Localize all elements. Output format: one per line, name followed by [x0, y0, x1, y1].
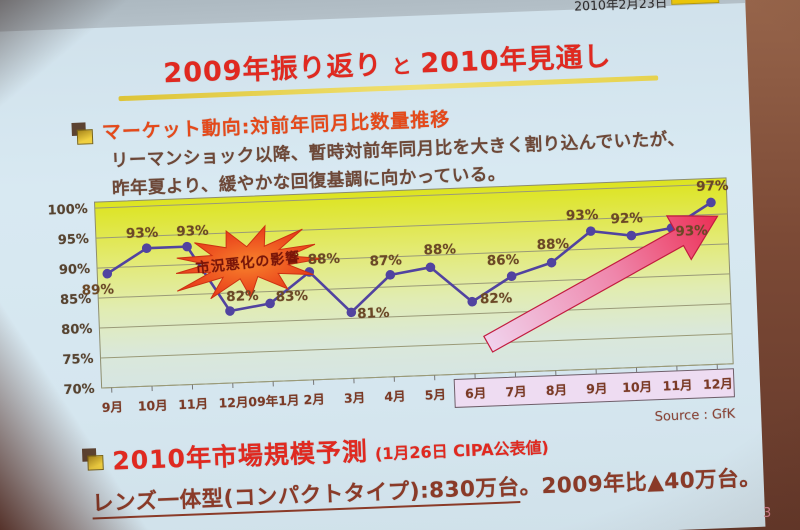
page-number: 3: [763, 506, 772, 521]
svg-text:88%: 88%: [307, 251, 340, 268]
svg-text:87%: 87%: [369, 252, 402, 269]
slide-title: 2009年振り返りと 2010年見通し: [107, 32, 668, 102]
svg-text:95%: 95%: [58, 232, 90, 248]
svg-text:11月: 11月: [662, 377, 692, 393]
svg-text:88%: 88%: [536, 236, 569, 253]
svg-text:86%: 86%: [487, 252, 520, 269]
svg-text:100%: 100%: [47, 202, 88, 219]
svg-text:89%: 89%: [81, 281, 114, 298]
svg-text:75%: 75%: [62, 352, 94, 368]
trend-chart: 70%75%80%85%90%95%100%9月 10月 11月 12月 09年1月 2月…: [47, 177, 736, 425]
svg-text:10月: 10月: [622, 379, 652, 395]
svg-text:97%: 97%: [696, 178, 729, 195]
svg-text:09年1月: 09年1月: [248, 392, 300, 409]
svg-text:93%: 93%: [126, 225, 159, 242]
svg-text:4月: 4月: [384, 388, 406, 404]
forecast-heading-note: (1月26日 CIPA公表値): [374, 437, 550, 464]
title-part1: 2009年振り返り: [162, 50, 384, 90]
svg-text:11月: 11月: [178, 396, 208, 412]
svg-text:88%: 88%: [423, 241, 456, 258]
svg-text:Source : GfK: Source : GfK: [654, 407, 735, 425]
svg-text:70%: 70%: [63, 382, 95, 398]
svg-text:93%: 93%: [566, 207, 599, 224]
svg-text:81%: 81%: [357, 305, 390, 322]
section-bullet-icon: [81, 448, 105, 471]
header-text: 株式会社ニコンイメージングジャパン 2010年2月23日: [463, 0, 668, 19]
svg-text:80%: 80%: [61, 322, 93, 338]
svg-text:92%: 92%: [610, 210, 643, 227]
svg-text:12月: 12月: [218, 394, 248, 410]
svg-text:8月: 8月: [546, 382, 568, 398]
svg-text:93%: 93%: [176, 223, 209, 240]
forecast-statement-rest: 。2009年比▲40万台。: [518, 465, 762, 501]
svg-text:3月: 3月: [344, 390, 366, 406]
forecast-heading-text: 2010年市場規模予測: [111, 436, 369, 476]
svg-text:82%: 82%: [480, 290, 513, 307]
svg-text:9月: 9月: [102, 399, 124, 415]
title-connector: と: [391, 53, 412, 79]
presentation-slide: 株式会社ニコンイメージングジャパン 2010年2月23日 Nikon 2009年…: [0, 0, 766, 530]
svg-text:9月: 9月: [586, 381, 608, 397]
svg-text:90%: 90%: [59, 262, 91, 278]
svg-text:5月: 5月: [424, 387, 446, 403]
svg-text:7月: 7月: [505, 384, 527, 400]
svg-text:10月: 10月: [138, 397, 168, 413]
forecast-statement-underlined: レンズ一体型(コンパクトタイプ):830万台: [91, 475, 521, 520]
slide-date: 2010年2月23日: [573, 0, 668, 14]
title-part2: 2010年見通し: [419, 41, 613, 80]
section-bullet-icon: [71, 122, 94, 145]
svg-text:83%: 83%: [275, 288, 308, 305]
svg-text:6月: 6月: [465, 385, 487, 401]
svg-text:2月: 2月: [303, 391, 325, 407]
svg-text:12月: 12月: [703, 376, 733, 392]
svg-text:93%: 93%: [675, 223, 708, 240]
svg-text:82%: 82%: [226, 288, 259, 305]
